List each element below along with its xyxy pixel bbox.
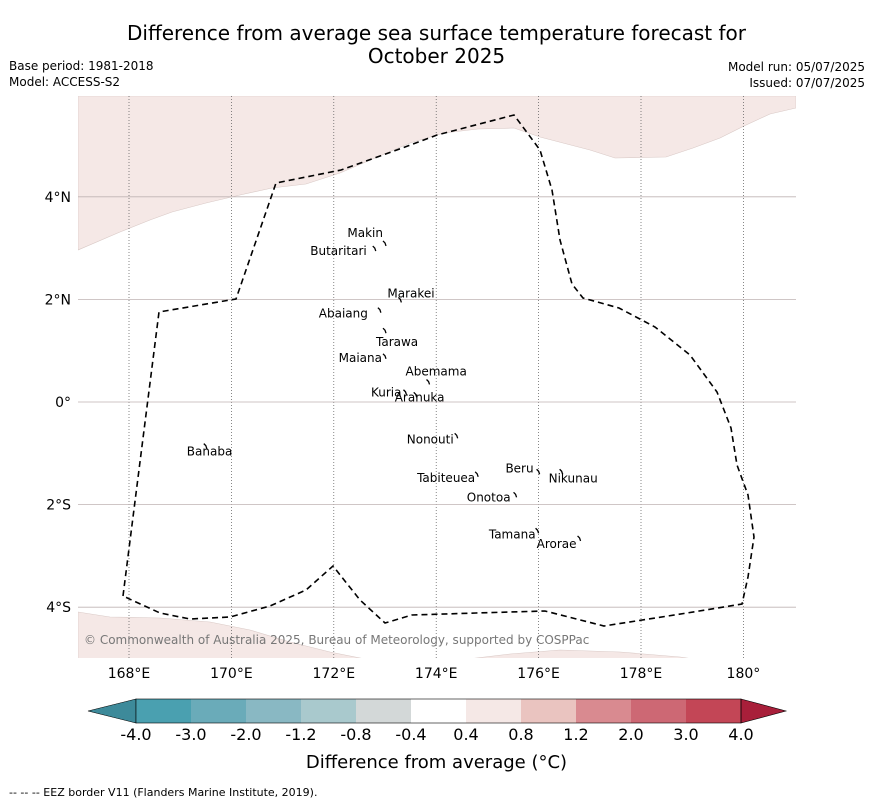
colorbar-tick-label: 3.0 (673, 725, 698, 744)
base-period: Base period: 1981-2018 (9, 59, 154, 73)
anomaly-shade-north (78, 96, 796, 251)
island-shape (397, 296, 402, 303)
colorbar-bin (191, 699, 246, 723)
colorbar-tick-label: -2.0 (230, 725, 261, 744)
map-title: Difference from average sea surface temp… (0, 22, 873, 68)
island-label: Kuria (371, 386, 402, 400)
colorbar-tick-label: 0.8 (508, 725, 533, 744)
island-shape (377, 307, 382, 313)
lon-tick-label: 176°E (517, 666, 560, 682)
island-label: Banaba (187, 445, 233, 459)
lon-tick-label: 170°E (210, 666, 253, 682)
island-shape (426, 379, 431, 385)
map-grid (78, 96, 796, 658)
island-label: Tarawa (375, 335, 418, 349)
colorbar-tick-label: -0.4 (395, 725, 426, 744)
eez-footnote: -- -- -- EEZ border V11 (Flanders Marine… (9, 786, 318, 799)
colorbar-frame (135, 698, 742, 724)
lon-tick-label: 168°E (108, 666, 151, 682)
copyright-text: © Commonwealth of Australia 2025, Bureau… (84, 633, 589, 647)
island-label: Aranuka (395, 390, 445, 404)
colorbar-bin (521, 699, 576, 723)
lon-tick-label: 178°E (620, 666, 663, 682)
island-shape (535, 527, 540, 534)
lat-tick-labels: 4°N 2°N 0° 2°S 4°S (45, 190, 72, 616)
island-shape (559, 468, 564, 475)
islands-layer: Makin Butaritari Marakei Abaiang Tarawa Maian… (187, 226, 598, 551)
eez-border (122, 114, 755, 627)
colorbar-bin (136, 699, 191, 723)
meta-left: Base period: 1981-2018 Model: ACCESS-S2 (9, 58, 154, 90)
colorbar-bin (301, 699, 356, 723)
island-shape (372, 245, 377, 252)
island-label: Onotoa (467, 490, 511, 504)
island-label: Abemama (406, 364, 467, 378)
lat-tick-label: 0° (55, 395, 71, 411)
island-label: Makin (347, 226, 383, 240)
island-shape (454, 432, 459, 439)
title-line-2: October 2025 (367, 44, 506, 68)
island-shape (474, 471, 479, 478)
meta-right: Model run: 05/07/2025 Issued: 07/07/2025 (728, 59, 865, 91)
colorbar-bin (686, 699, 741, 723)
colorbar-tick-label: -4.0 (120, 725, 151, 744)
lat-tick-label: 4°S (46, 600, 71, 616)
colorbar-bin (631, 699, 686, 723)
colorbar-tick-label: 4.0 (728, 725, 753, 744)
colorbar-bin (356, 699, 411, 723)
lat-tick-label: 2°S (46, 498, 71, 514)
colorbar-tick-label: 0.4 (453, 725, 478, 744)
lon-tick-label: 180° (727, 666, 761, 682)
lon-tick-label: 174°E (415, 666, 458, 682)
colorbar-bin (246, 699, 301, 723)
island-label: Tamana (488, 527, 536, 541)
island-shape (536, 468, 541, 475)
title-line-1: Difference from average sea surface temp… (126, 21, 746, 45)
colorbar-tick-label: -3.0 (175, 725, 206, 744)
colorbar-tick-label: -0.8 (340, 725, 371, 744)
island-label: Nikunau (549, 471, 598, 485)
lat-tick-label: 2°N (45, 292, 71, 308)
island-label: Tabiteuea (416, 471, 475, 485)
colorbar-bin (411, 699, 466, 723)
colorbar-arrow-left (87, 698, 137, 724)
island-label: Abaiang (319, 307, 368, 321)
model-run: Model run: 05/07/2025 (727, 60, 865, 74)
colorbar-tick-label: 1.2 (563, 725, 588, 744)
lon-tick-labels: 168°E 170°E 172°E 174°E 176°E 178°E 180° (108, 666, 761, 682)
anomaly-shade-south (78, 611, 362, 658)
island-label: Arorae (537, 537, 577, 551)
colorbar-label: Difference from average (°C) (305, 752, 568, 773)
island-shape (413, 391, 418, 398)
colorbar-arrow-right (740, 698, 788, 724)
island-label: Maiana (339, 351, 382, 365)
colorbar-tick-label: 2.0 (618, 725, 643, 744)
colorbar-bin (466, 699, 521, 723)
island-label: Marakei (387, 286, 434, 300)
island-shape (577, 535, 582, 542)
island-shape (203, 443, 208, 449)
lon-tick-label: 172°E (313, 666, 356, 682)
island-label: Nonouti (407, 432, 454, 446)
lat-tick-label: 4°N (45, 190, 71, 206)
island-shape (403, 389, 408, 395)
island-label: Beru (505, 461, 533, 475)
colorbar-bin (576, 699, 631, 723)
anomaly-shade-south-2 (474, 649, 689, 658)
island-shape (382, 240, 387, 247)
model-name: Model: ACCESS-S2 (9, 75, 121, 89)
island-shape (382, 327, 387, 334)
island-shape (382, 353, 387, 360)
issued-date: Issued: 07/07/2025 (749, 76, 865, 90)
island-label: Butaritari (310, 244, 367, 258)
colorbar-tick-label: -1.2 (285, 725, 316, 744)
island-shape (513, 491, 518, 498)
